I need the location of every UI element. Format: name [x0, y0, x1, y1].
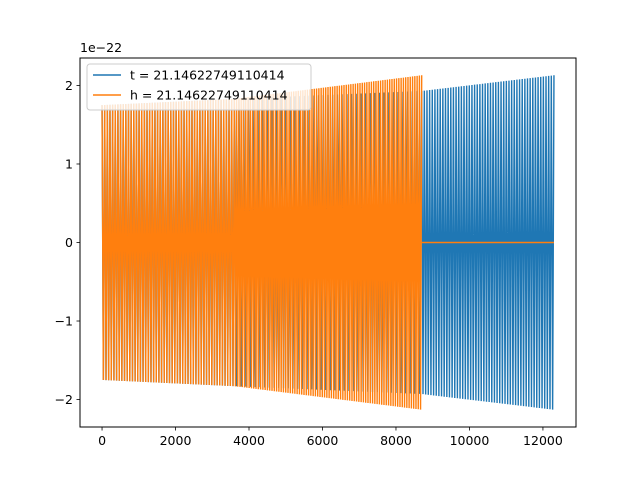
legend-label-1: t = 21.14622749110414 — [130, 68, 285, 83]
y-tick-label: −1 — [55, 314, 73, 329]
x-tick-label: 12000 — [523, 433, 563, 448]
x-tick-label: 10000 — [450, 433, 490, 448]
y-tick-label: 2 — [65, 78, 73, 93]
x-tick-label: 4000 — [233, 433, 265, 448]
y-tick-label: −2 — [55, 392, 73, 407]
legend-label-2: h = 21.14622749110414 — [130, 88, 288, 103]
legend: t = 21.14622749110414 h = 21.146227491104… — [86, 63, 312, 111]
y-axis-ticks: −2 −1 0 1 2 — [55, 78, 80, 407]
y-tick-label: 1 — [65, 156, 73, 171]
x-tick-label: 2000 — [160, 433, 192, 448]
y-offset-label: 1e−22 — [80, 40, 122, 55]
x-tick-label: 8000 — [380, 433, 412, 448]
y-tick-label: 0 — [65, 235, 73, 250]
legend-box — [86, 63, 312, 111]
x-tick-label: 0 — [98, 433, 106, 448]
x-axis-ticks: 0 2000 4000 6000 8000 10000 12000 — [98, 427, 563, 448]
x-tick-label: 6000 — [307, 433, 339, 448]
